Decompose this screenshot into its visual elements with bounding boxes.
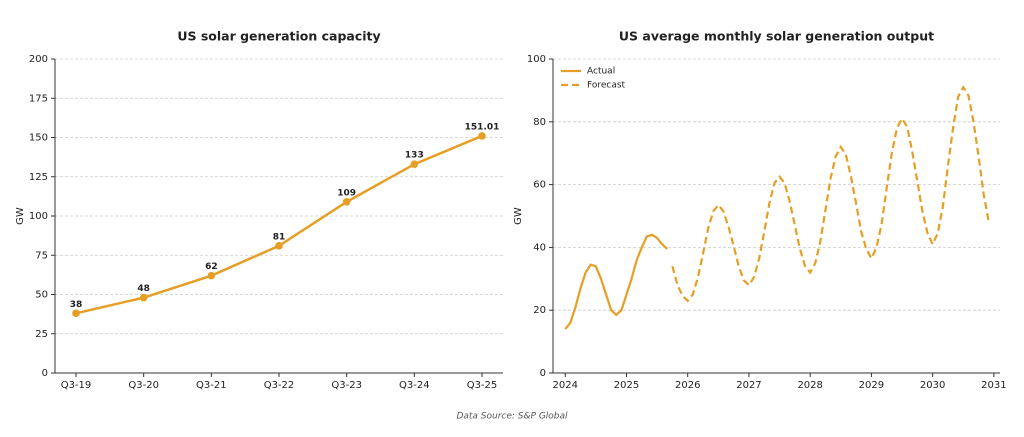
- y-tick-label: 60: [533, 180, 546, 191]
- value-label: 48: [137, 284, 150, 294]
- y-tick-label: 40: [533, 242, 546, 253]
- y-axis-label: GW: [513, 207, 524, 225]
- y-tick-label: 25: [35, 329, 48, 340]
- point: [72, 309, 80, 318]
- y-axis-label: GW: [15, 207, 26, 225]
- y-tick-label: 200: [29, 54, 48, 65]
- y-tick-label: 80: [533, 117, 546, 128]
- x-tick-label: 2024: [553, 380, 578, 391]
- footer: Data Source: S&P Global: [456, 412, 568, 422]
- y-tick-label: 150: [29, 133, 48, 144]
- point: [275, 242, 283, 250]
- x-tick-label: Q3-19: [61, 380, 92, 391]
- point: [410, 160, 419, 168]
- point: [342, 198, 351, 206]
- x-tick-label: Q3-24: [399, 380, 430, 391]
- y-tick-label: 100: [527, 54, 546, 65]
- value-label: 62: [205, 262, 218, 272]
- line: [671, 85, 990, 303]
- value-label: 133: [405, 151, 424, 161]
- value-label: 109: [337, 188, 356, 198]
- y-tick-label: 20: [533, 305, 546, 316]
- legend-label: Forecast: [587, 81, 626, 91]
- x-tick-label: 2030: [920, 380, 945, 391]
- y-tick-label: 50: [35, 290, 48, 301]
- line: [564, 233, 669, 330]
- legend-label: Actual: [587, 67, 615, 77]
- x-tick-label: 2027: [736, 380, 761, 391]
- y-tick-label: 125: [29, 172, 48, 183]
- x-tick-label: 2029: [859, 380, 884, 391]
- x-tick-label: 2026: [675, 380, 700, 391]
- y-tick-label: 0: [540, 368, 546, 379]
- value-label: 81: [273, 232, 286, 242]
- point: [207, 271, 216, 280]
- x-tick-label: 2031: [981, 380, 1006, 391]
- x-tick-label: Q3-20: [128, 380, 159, 391]
- point: [478, 132, 486, 140]
- x-tick-label: 2028: [797, 380, 822, 391]
- value-label: 151.01: [465, 122, 500, 132]
- value-label: 38: [70, 300, 83, 310]
- x-tick-label: Q3-22: [264, 380, 295, 391]
- y-tick-label: 75: [35, 250, 48, 261]
- y-tick-label: 100: [29, 211, 48, 222]
- x-tick-label: Q3-25: [467, 380, 498, 391]
- x-tick-label: Q3-21: [196, 380, 227, 391]
- y-tick-label: 175: [29, 93, 48, 104]
- x-tick-label: Q3-23: [331, 380, 362, 391]
- chart-title: US solar generation capacity: [177, 29, 380, 44]
- point: [139, 293, 148, 302]
- x-tick-label: 2025: [614, 380, 639, 391]
- chart-title: US average monthly solar generation outp…: [619, 29, 934, 44]
- y-tick-label: 0: [42, 368, 48, 379]
